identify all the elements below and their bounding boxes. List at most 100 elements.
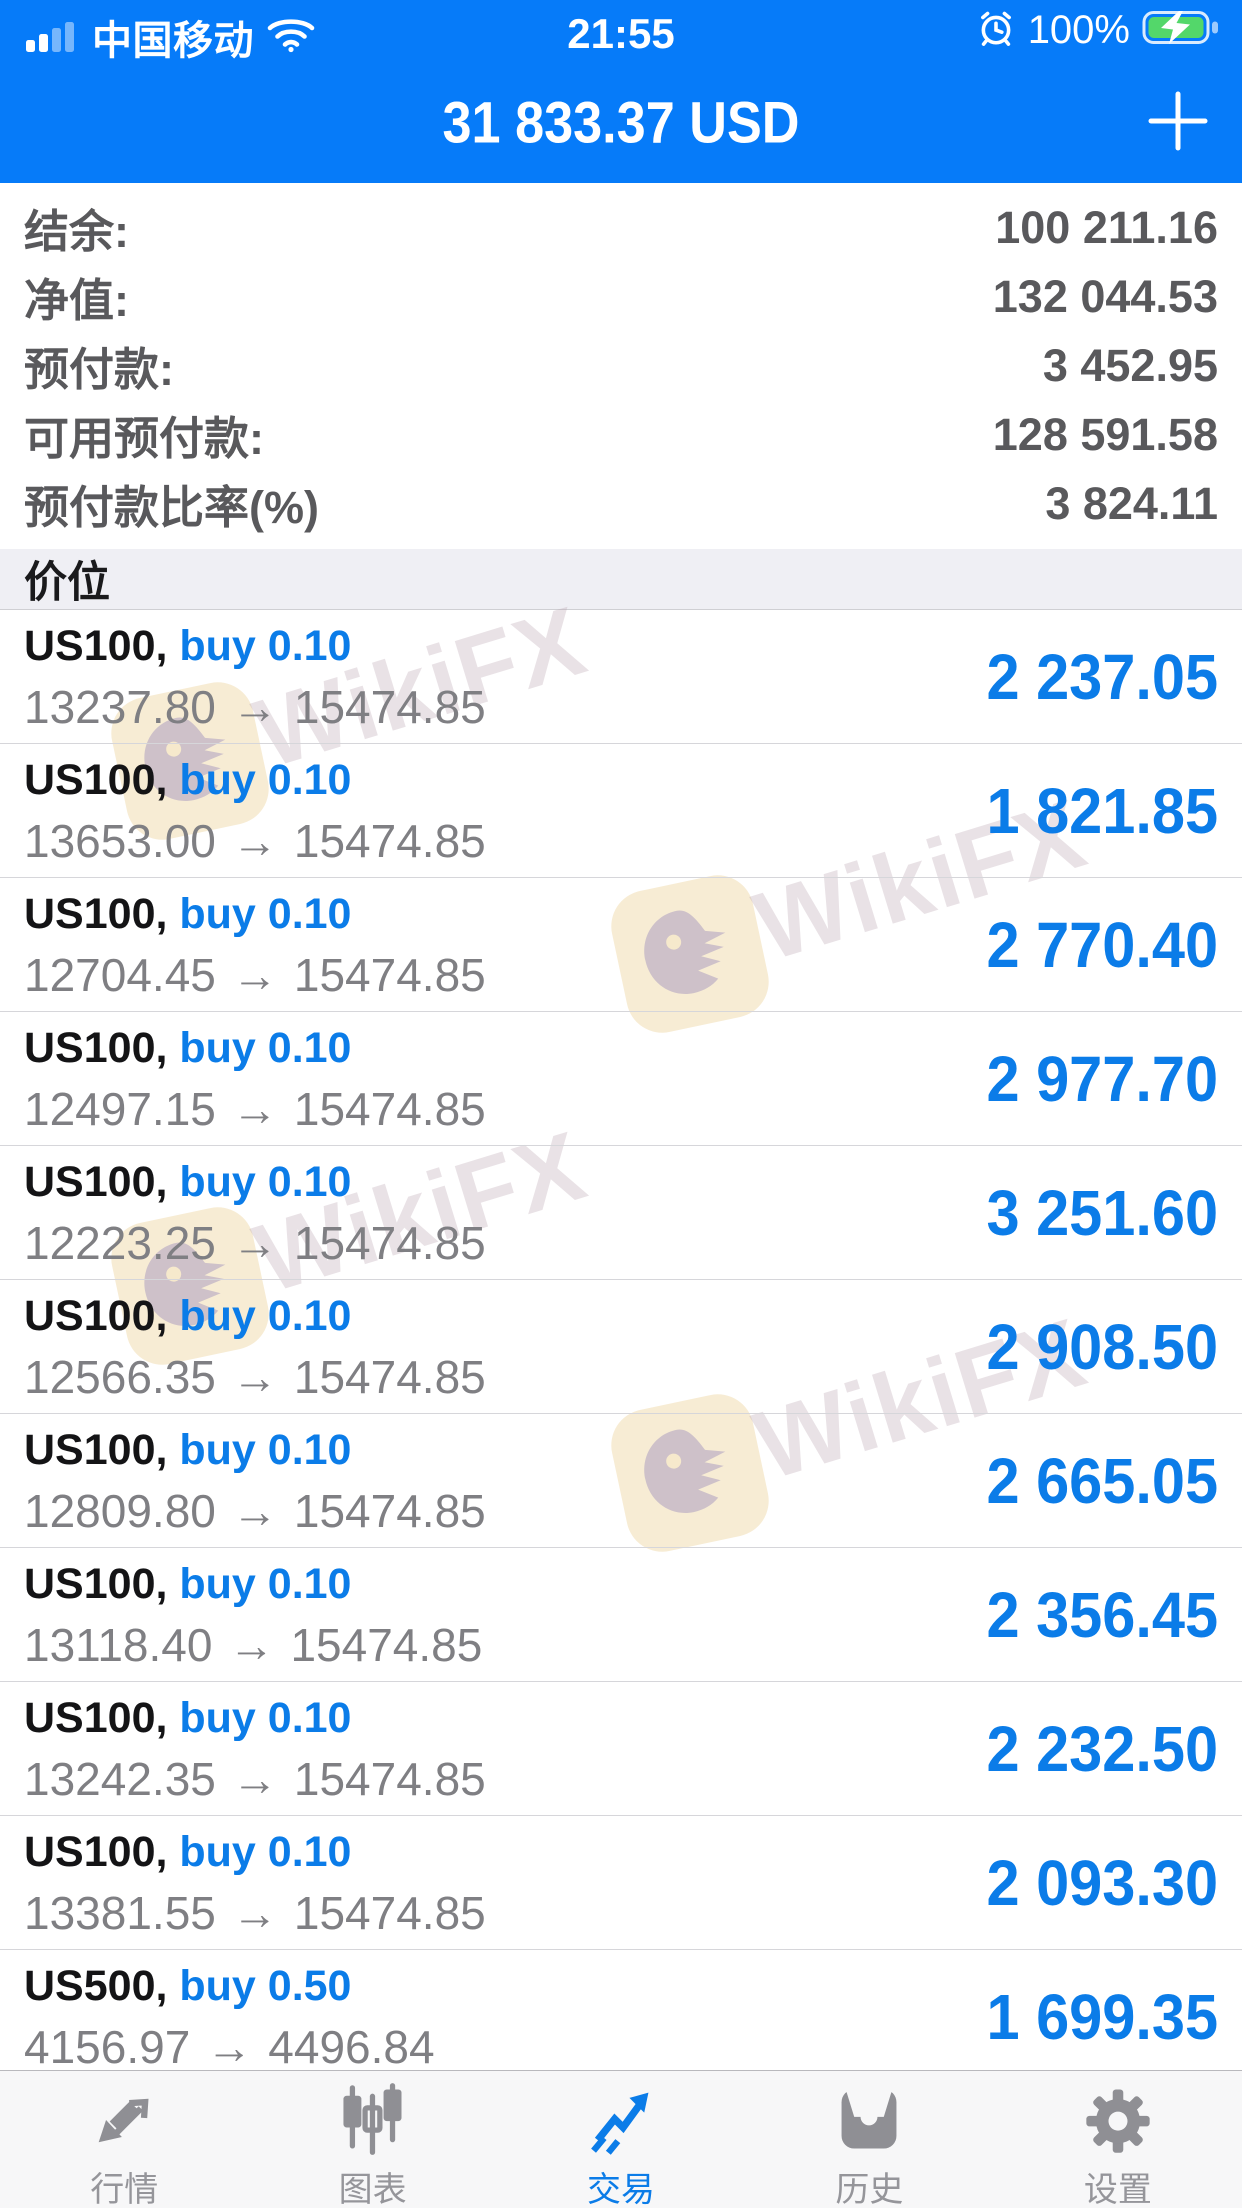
position-row[interactable]: US100, buy 0.10 13381.55 → 15474.85 2 093.… (0, 1816, 1242, 1950)
summary-label: 结余: (24, 206, 129, 257)
arrow-right-icon: → (231, 1886, 278, 1939)
position-side: buy 0.10 (179, 756, 352, 805)
summary-value: 3 824.11 (1045, 477, 1218, 529)
tab-settings[interactable]: 设置 (994, 2071, 1242, 2208)
open-price: 13242.35 (24, 1752, 216, 1805)
summary-label: 可用预付款: (24, 413, 264, 464)
position-profit: 1 699.35 (986, 1980, 1218, 2053)
position-profit: 2 356.45 (986, 1578, 1218, 1651)
tab-label: 历史 (835, 2171, 904, 2208)
clock-time: 21:55 (567, 10, 675, 57)
position-symbol: US100, (24, 1828, 168, 1877)
status-bar: 中国移动 21:55 (0, 0, 1242, 63)
position-side: buy 0.10 (179, 1828, 352, 1877)
arrow-right-icon: → (231, 1216, 278, 1269)
position-symbol: US100, (24, 1694, 168, 1743)
arrow-right-icon: → (206, 2020, 253, 2073)
position-side: buy 0.10 (179, 1024, 352, 1073)
position-row[interactable]: US100, buy 0.10 12566.35 → 15474.85 2 908.… (0, 1280, 1242, 1414)
account-balance-title: 31 833.37 USD (442, 90, 800, 155)
position-side: buy 0.10 (179, 1694, 352, 1743)
section-header-positions: 价位 (0, 549, 1242, 610)
candlestick-chart-icon (335, 2081, 411, 2160)
position-row[interactable]: US100, buy 0.10 13653.00 → 15474.85 1 821.… (0, 744, 1242, 878)
summary-value: 100 211.16 (995, 201, 1218, 253)
trend-arrows-icon (86, 2081, 162, 2160)
position-symbol: US100, (24, 1426, 168, 1475)
add-button[interactable] (1142, 87, 1214, 159)
arrow-right-icon: → (231, 948, 278, 1001)
tab-quotes[interactable]: 行情 (0, 2071, 248, 2208)
position-row[interactable]: US100, buy 0.10 12497.15 → 15474.85 2 977.… (0, 1012, 1242, 1146)
current-price: 15474.85 (293, 1752, 486, 1805)
positions-list: WikiFX WikiFX WikiFX (0, 585, 1242, 2208)
position-side: buy 0.10 (179, 622, 352, 671)
position-row[interactable]: US500, buy 0.50 4156.97 → 4496.84 1 699.35 (0, 1950, 1242, 2084)
position-symbol: US100, (24, 1024, 168, 1073)
position-row[interactable]: US100, buy 0.10 13237.80 → 15474.85 2 237.… (0, 610, 1242, 744)
summary-row-equity: 净值: 132 044.53 (0, 262, 1242, 331)
position-side: buy 0.50 (179, 1962, 352, 2011)
carrier-label: 中国移动 (92, 19, 254, 63)
account-summary: 结余: 100 211.16 净值: 132 044.53 预付款: 3 452… (0, 183, 1242, 549)
history-tray-icon (831, 2081, 907, 2160)
position-row[interactable]: US100, buy 0.10 12223.25 → 15474.85 3 251.… (0, 1146, 1242, 1280)
open-price: 4156.97 (24, 2020, 191, 2073)
position-symbol: US100, (24, 622, 168, 671)
position-side: buy 0.10 (179, 1560, 352, 1609)
tab-trade[interactable]: 交易 (497, 2071, 745, 2208)
position-profit: 2 977.70 (986, 1042, 1218, 1115)
position-row[interactable]: US100, buy 0.10 13118.40 → 15474.85 2 356.… (0, 1548, 1242, 1682)
open-price: 12809.80 (24, 1484, 216, 1537)
open-price: 13237.80 (24, 680, 216, 733)
position-profit: 2 665.05 (986, 1444, 1218, 1517)
plus-icon (1145, 91, 1211, 157)
battery-percent: 100% (1027, 8, 1130, 52)
gear-icon (1080, 2081, 1156, 2160)
position-symbol: US100, (24, 1158, 168, 1207)
summary-label: 净值: (24, 275, 129, 326)
tab-label: 行情 (90, 2171, 159, 2208)
arrow-right-icon: → (231, 1484, 278, 1537)
cellular-signal-icon (26, 18, 80, 57)
section-title: 价位 (24, 559, 110, 607)
position-profit: 1 821.85 (986, 774, 1218, 847)
summary-value: 132 044.53 (992, 270, 1218, 322)
arrow-right-icon: → (231, 1082, 278, 1135)
current-price: 15474.85 (293, 1216, 486, 1269)
position-profit: 3 251.60 (986, 1176, 1218, 1249)
arrow-right-icon: → (228, 1618, 275, 1671)
open-price: 13118.40 (24, 1618, 213, 1671)
arrow-right-icon: → (231, 1752, 278, 1805)
position-profit: 2 908.50 (986, 1310, 1218, 1383)
open-price: 12223.25 (24, 1216, 216, 1269)
current-price: 15474.85 (293, 1886, 486, 1939)
tab-label: 图表 (338, 2171, 407, 2208)
current-price: 15474.85 (293, 1350, 486, 1403)
battery-charging-icon (1142, 9, 1220, 52)
current-price: 15474.85 (293, 814, 486, 867)
position-row[interactable]: US100, buy 0.10 12809.80 → 15474.85 2 665.… (0, 1414, 1242, 1548)
arrow-right-icon: → (231, 814, 278, 867)
summary-row-free-margin: 可用预付款: 128 591.58 (0, 400, 1242, 469)
tab-label: 交易 (587, 2171, 656, 2208)
position-row[interactable]: US100, buy 0.10 13242.35 → 15474.85 2 232.… (0, 1682, 1242, 1816)
current-price: 4496.84 (268, 2020, 435, 2073)
summary-value: 128 591.58 (992, 408, 1218, 460)
position-side: buy 0.10 (179, 890, 352, 939)
position-profit: 2 770.40 (986, 908, 1218, 981)
summary-label: 预付款: (24, 344, 174, 395)
arrow-right-icon: → (231, 680, 278, 733)
position-symbol: US100, (24, 1292, 168, 1341)
tab-label: 设置 (1083, 2171, 1152, 2208)
summary-label: 预付款比率(%) (24, 482, 319, 533)
tab-history[interactable]: 历史 (745, 2071, 993, 2208)
tab-charts[interactable]: 图表 (248, 2071, 496, 2208)
position-profit: 2 237.05 (986, 640, 1218, 713)
position-row[interactable]: US100, buy 0.10 12704.45 → 15474.85 2 770.… (0, 878, 1242, 1012)
arrow-right-icon: → (231, 1350, 278, 1403)
tab-bar: 行情 图表 (0, 2070, 1242, 2208)
open-price: 12566.35 (24, 1350, 216, 1403)
open-price: 12497.15 (24, 1082, 216, 1135)
